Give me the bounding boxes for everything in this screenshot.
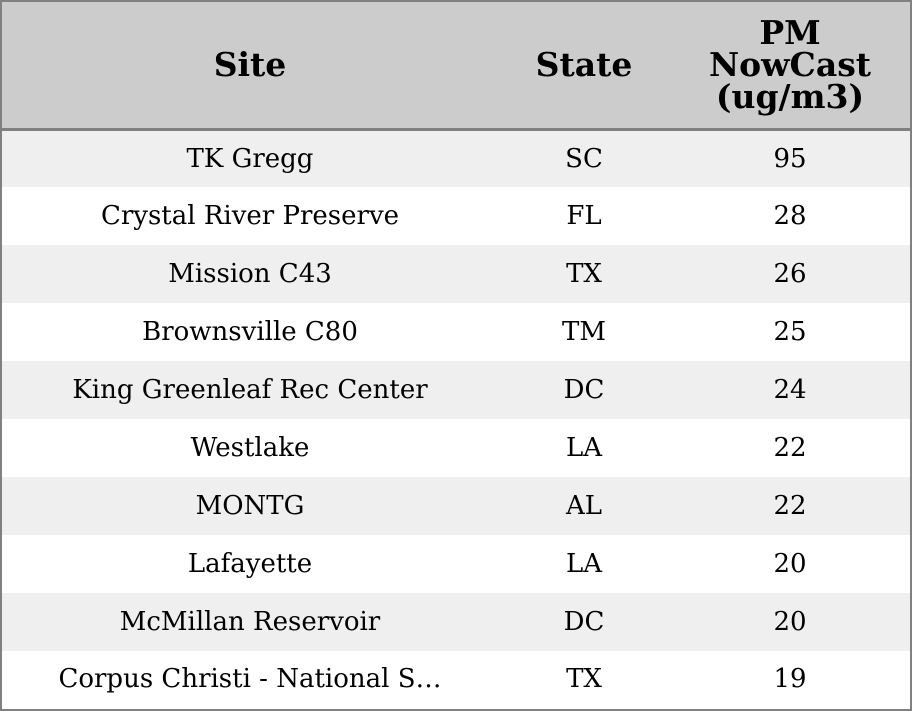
pm-value-cell: 25 <box>670 303 910 361</box>
state-cell: DC <box>498 361 670 419</box>
site-cell: Westlake <box>2 419 498 477</box>
site-cell: MONTG <box>2 477 498 535</box>
pm-value-cell: 95 <box>670 129 910 187</box>
table-row: MONTG AL 22 <box>2 477 910 535</box>
site-cell: Mission C43 <box>2 245 498 303</box>
table-row: Brownsville C80 TM 25 <box>2 303 910 361</box>
table-row: McMillan Reservoir DC 20 <box>2 593 910 651</box>
table-row: Mission C43 TX 26 <box>2 245 910 303</box>
site-cell: McMillan Reservoir <box>2 593 498 651</box>
site-cell: Crystal River Preserve <box>2 187 498 245</box>
state-cell: TM <box>498 303 670 361</box>
header-pm-line-2: NowCast <box>708 44 872 84</box>
state-cell: DC <box>498 593 670 651</box>
site-cell: Lafayette <box>2 535 498 593</box>
state-cell: TX <box>498 651 670 707</box>
header-state: State <box>498 2 670 131</box>
table-row: King Greenleaf Rec Center DC 24 <box>2 361 910 419</box>
header-pm-line-3: (ug/m3) <box>715 76 865 116</box>
site-cell: Brownsville C80 <box>2 303 498 361</box>
state-cell: TX <box>498 245 670 303</box>
site-cell: King Greenleaf Rec Center <box>2 361 498 419</box>
state-cell: SC <box>498 129 670 187</box>
state-cell: AL <box>498 477 670 535</box>
pm-value-cell: 22 <box>670 419 910 477</box>
pm-value-cell: 24 <box>670 361 910 419</box>
state-cell: FL <box>498 187 670 245</box>
header-site-label: Site <box>213 44 287 84</box>
pm-value-cell: 28 <box>670 187 910 245</box>
pm-value-cell: 22 <box>670 477 910 535</box>
table-row: TK Gregg SC 95 <box>2 129 910 187</box>
table-row: Lafayette LA 20 <box>2 535 910 593</box>
table-row: Crystal River Preserve FL 28 <box>2 187 910 245</box>
state-cell: LA <box>498 419 670 477</box>
pm-value-cell: 26 <box>670 245 910 303</box>
site-cell: TK Gregg <box>2 129 498 187</box>
table-row: Westlake LA 22 <box>2 419 910 477</box>
header-pm-line-1: PM <box>759 12 821 52</box>
table-header: Site State PM NowCast (ug/m3) <box>2 2 910 131</box>
table-row: Corpus Christi - National S… TX 19 <box>2 651 910 707</box>
state-cell: LA <box>498 535 670 593</box>
header-state-label: State <box>535 44 633 84</box>
pm-value-cell: 20 <box>670 593 910 651</box>
header-pm-nowcast: PM NowCast (ug/m3) <box>670 2 910 131</box>
pm-value-cell: 20 <box>670 535 910 593</box>
site-cell: Corpus Christi - National S… <box>2 651 498 707</box>
header-site: Site <box>2 2 498 131</box>
header-row: Site State PM NowCast (ug/m3) <box>2 2 910 131</box>
pm-value-cell: 19 <box>670 651 910 707</box>
table-body: TK Gregg SC 95 Crystal River Preserve FL 28 Mi… <box>2 129 910 707</box>
